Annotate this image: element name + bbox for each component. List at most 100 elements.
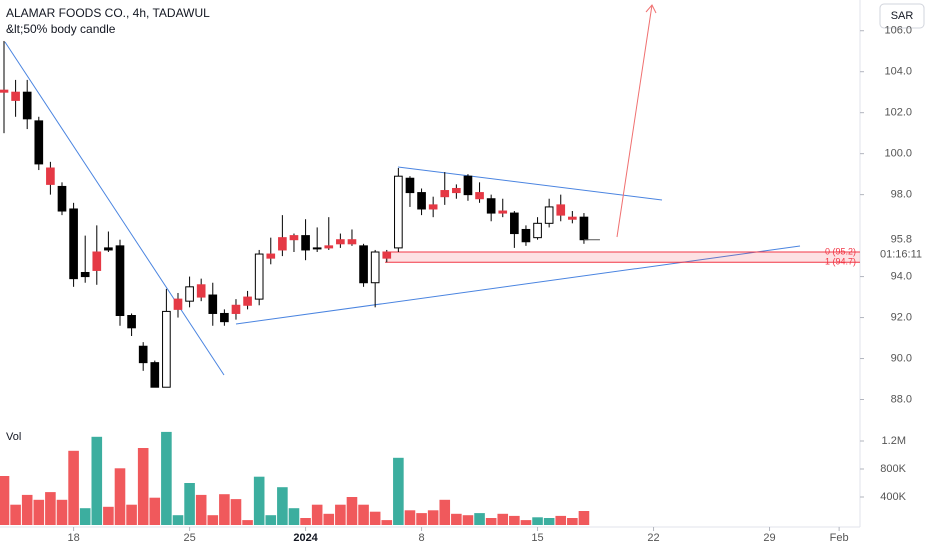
- volume-bar: [265, 515, 277, 525]
- volume-bar: [10, 504, 21, 525]
- y-tick-label: 106.0: [884, 25, 912, 37]
- candle-body: [243, 296, 252, 306]
- candle-body: [150, 362, 160, 388]
- volume-bar: [381, 520, 393, 525]
- volume-bar: [126, 504, 137, 525]
- candle-body: [278, 237, 287, 251]
- volume-bar: [207, 515, 219, 525]
- last-price-label: 95.8: [891, 234, 912, 246]
- y-tick-label: 102.0: [884, 107, 912, 119]
- volume-bar: [439, 499, 451, 525]
- candle-body: [568, 216, 577, 220]
- currency-button[interactable]: [879, 3, 925, 29]
- volume-bar: [311, 504, 323, 525]
- candle-body: [510, 212, 519, 235]
- candle-body: [417, 192, 426, 210]
- volume-bar: [172, 515, 184, 525]
- candle-body: [127, 315, 136, 329]
- y-tick-label: 94.0: [891, 270, 912, 282]
- x-tick-label: 29: [763, 532, 775, 544]
- x-tick-label: 8: [418, 532, 424, 544]
- candle-body: [57, 185, 67, 212]
- candle-body: [428, 204, 438, 210]
- trend-line: [235, 245, 801, 325]
- candle-body: [80, 271, 90, 278]
- y-tick-label: 800K: [880, 463, 906, 475]
- volume-bar: [277, 487, 288, 525]
- candle-body: [34, 120, 44, 165]
- volume-bar: [369, 511, 381, 525]
- x-tick-label: 22: [647, 532, 659, 544]
- currency-label[interactable]: SAR: [891, 10, 914, 22]
- candle-body: [312, 247, 322, 250]
- candle-body: [498, 210, 508, 214]
- candle-body: [544, 206, 554, 224]
- volume-bar: [520, 520, 532, 525]
- candle-body: [115, 245, 125, 317]
- indicator-name: &lt;50% body candle: [6, 22, 116, 36]
- volume-bar: [416, 513, 427, 525]
- candle-body: [185, 286, 194, 302]
- volume-bar: [56, 499, 68, 525]
- candle-body: [231, 304, 241, 314]
- candle-body: [104, 247, 113, 251]
- candle-body: [336, 239, 345, 245]
- y-tick-label: 90.0: [891, 352, 912, 364]
- volume-bar: [474, 513, 485, 525]
- y-tick-label: 98.0: [891, 189, 912, 201]
- candle-body: [370, 251, 380, 284]
- volume-bar: [578, 511, 590, 525]
- x-tick-label: 2024: [293, 532, 318, 544]
- candle-body: [463, 175, 473, 196]
- volume-bar: [555, 515, 567, 525]
- volume-title: Vol: [6, 431, 21, 443]
- volume-bar: [567, 518, 578, 525]
- volume-bar: [393, 457, 404, 525]
- y-tick-label: 88.0: [891, 393, 912, 405]
- candle-body: [208, 294, 218, 314]
- trend-line: [4, 41, 225, 376]
- candle-body: [254, 253, 264, 300]
- candle-body: [405, 177, 415, 194]
- candle-body: [347, 239, 357, 245]
- volume-bar: [404, 510, 416, 525]
- candle-body: [533, 222, 542, 239]
- candle-body: [359, 245, 368, 284]
- volume-bar: [195, 494, 207, 525]
- volume-bar: [45, 492, 56, 525]
- x-tick-label: 25: [183, 532, 195, 544]
- candle-body: [452, 187, 461, 194]
- volume-bar: [91, 436, 103, 525]
- candle-body: [486, 198, 496, 214]
- candle-body: [556, 204, 566, 216]
- volume-bar: [184, 483, 195, 525]
- volume-bar: [161, 431, 172, 525]
- candle-body: [324, 245, 334, 249]
- y-tick-label: 92.0: [891, 311, 912, 323]
- candle-body: [521, 228, 531, 243]
- volume-bar: [288, 508, 300, 525]
- candle-body: [0, 89, 9, 93]
- y-tick-label: 104.0: [884, 66, 912, 78]
- volume-bar: [68, 450, 79, 525]
- volume-bar: [358, 504, 369, 525]
- candle-body: [11, 91, 20, 101]
- volume-bar: [346, 497, 358, 525]
- volume-bar: [532, 517, 543, 525]
- candle-body: [301, 235, 310, 251]
- candle-body: [162, 310, 171, 388]
- candle-body: [579, 216, 589, 241]
- candle-body: [440, 190, 450, 198]
- volume-bar: [485, 518, 497, 525]
- volume-bar: [451, 513, 462, 525]
- candle-body: [92, 251, 102, 271]
- candle-body: [46, 167, 55, 185]
- candle-body: [266, 253, 276, 259]
- volume-bar: [335, 504, 346, 525]
- volume-bar: [462, 515, 474, 525]
- chart-title: ALAMAR FOODS CO., 4h, TADAWUL: [6, 6, 210, 20]
- candle-body: [289, 235, 299, 241]
- level-zone: [385, 252, 860, 263]
- candle-body: [22, 91, 32, 120]
